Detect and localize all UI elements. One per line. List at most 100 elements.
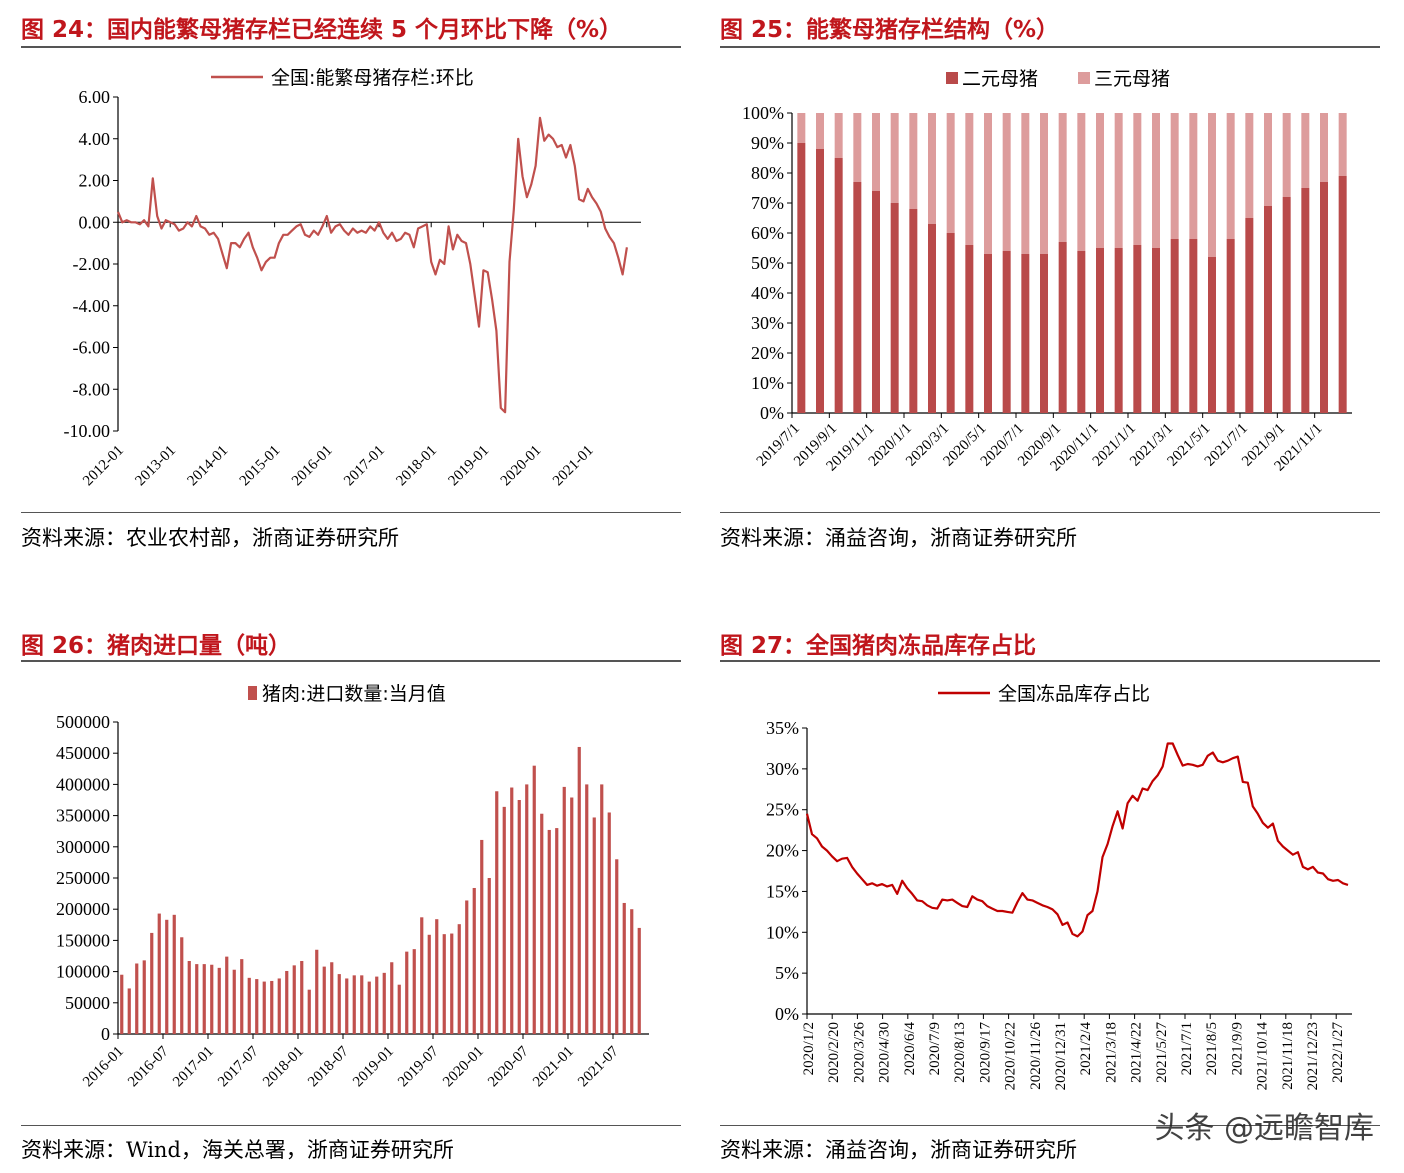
chart-panel-25: 图 25：能繁母猪存栏结构（%） 资料来源：涌益咨询，浙商证券研究所 xyxy=(720,0,1381,560)
plot-area: 100%90%80%70%60%50%40%30%20%10%0%2019/7/… xyxy=(742,103,1352,474)
bar xyxy=(465,900,469,1034)
x-tick-label: 2021/12/23 xyxy=(1305,1022,1321,1090)
bar xyxy=(555,828,559,1034)
x-tick-label: 2020/11/26 xyxy=(1028,1022,1044,1090)
y-tick-label: -6.00 xyxy=(73,338,111,358)
bar-segment-erb xyxy=(1133,245,1142,413)
bar-segment-syb xyxy=(1226,113,1235,239)
x-tick-label: 2020/9/17 xyxy=(977,1022,993,1083)
bar xyxy=(337,974,341,1034)
bar xyxy=(457,924,461,1034)
bar-segment-syb xyxy=(1040,113,1048,254)
bar xyxy=(375,976,379,1034)
bar-segment-erb xyxy=(1077,251,1086,413)
y-tick-label: 500000 xyxy=(56,712,110,732)
bar xyxy=(510,787,514,1034)
y-tick-label: 35% xyxy=(766,718,799,738)
y-tick-label: 20% xyxy=(751,343,784,363)
bar xyxy=(352,975,356,1034)
bar xyxy=(202,964,206,1034)
y-tick-label: 0% xyxy=(760,403,784,423)
bar xyxy=(217,967,221,1034)
y-tick-label: 6.00 xyxy=(79,87,111,107)
y-tick-label: -8.00 xyxy=(73,379,111,399)
bar xyxy=(285,970,289,1034)
x-tick-label: 2021/9/9 xyxy=(1229,1022,1245,1075)
chart-24-svg: 全国:能繁母猪存栏:环比 6.00 4.00 2.00 0.00 -2.00 -4.00 -… xyxy=(64,67,641,490)
bar xyxy=(292,965,296,1034)
bar xyxy=(450,933,454,1034)
bar xyxy=(255,979,259,1034)
source-rule xyxy=(720,512,1380,513)
bar xyxy=(405,951,409,1034)
bar-segment-erb xyxy=(1226,239,1235,413)
bar-segment-syb xyxy=(1170,113,1179,239)
x-tick-label: 2017-01 xyxy=(341,443,388,490)
x-tick-label: 2019-01 xyxy=(350,1044,397,1091)
legend-label: 全国冻品库存占比 xyxy=(998,683,1150,705)
series-line xyxy=(116,116,628,414)
x-tick-label: 2018-01 xyxy=(260,1044,307,1091)
y-tick-label: 40% xyxy=(751,283,784,303)
bar xyxy=(240,959,244,1034)
bar xyxy=(547,829,551,1034)
bar xyxy=(307,989,311,1034)
chart-panel-24: 图 24：国内能繁母猪存栏已经连续 5 个月环比下降（%） 资料来源：农业农村部… xyxy=(21,0,682,560)
chart-source: 资料来源：涌益咨询，浙商证券研究所 xyxy=(720,526,1077,550)
bar xyxy=(127,988,131,1034)
y-tick-label: -10.00 xyxy=(64,421,111,441)
bar-segment-erb xyxy=(1040,254,1048,413)
y-tick-label: 80% xyxy=(751,163,784,183)
bar xyxy=(630,909,634,1034)
x-tick-label: 2020/6/4 xyxy=(902,1022,918,1076)
bar xyxy=(195,964,199,1034)
bar-segment-erb xyxy=(797,143,806,413)
chart-caption: 图 24：国内能繁母猪存栏已经连续 5 个月环比下降（%） xyxy=(21,17,623,43)
bar xyxy=(150,932,154,1034)
bar xyxy=(487,878,491,1034)
bar-segment-syb xyxy=(928,113,936,224)
bar xyxy=(180,937,184,1034)
bar xyxy=(502,806,506,1034)
x-tick-label: 2020/12/31 xyxy=(1053,1022,1069,1090)
bar-segment-syb xyxy=(1002,113,1011,251)
bar-segment-erb xyxy=(834,158,843,413)
bar-segment-erb xyxy=(1282,197,1291,413)
bar-segment-erb xyxy=(1170,239,1179,413)
bar xyxy=(225,956,229,1034)
y-tick-label: 0% xyxy=(775,1004,799,1024)
x-tick-label: 2012-01 xyxy=(80,443,127,490)
bar xyxy=(622,902,626,1034)
x-tick-label: 2018-07 xyxy=(305,1043,352,1090)
bar xyxy=(247,977,251,1034)
bar-segment-erb xyxy=(1002,251,1011,413)
bar-segment-syb xyxy=(1264,113,1272,206)
x-tick-label: 2020/8/13 xyxy=(952,1022,968,1083)
y-tick-label: 90% xyxy=(751,133,784,153)
legend-swatch-1 xyxy=(946,72,958,84)
chart-panel-26: 图 26：猪肉进口量（吨） 资料来源：Wind，海关总署，浙商证券研究所 xyxy=(21,612,682,1173)
y-tick-label: 20% xyxy=(766,841,799,861)
y-tick-label: 300000 xyxy=(56,837,110,857)
y-tick-label: 50000 xyxy=(65,993,110,1013)
chart-caption: 图 26：猪肉进口量（吨） xyxy=(21,633,292,659)
y-tick-label: 10% xyxy=(766,922,799,942)
bar-segment-syb xyxy=(984,113,992,254)
x-tick-label: 2021/5/27 xyxy=(1154,1022,1170,1083)
x-tick-label: 2018-01 xyxy=(393,443,440,490)
bar xyxy=(322,966,326,1034)
bar-segment-erb xyxy=(1320,182,1328,413)
x-tick-label: 2021/7/1 xyxy=(1179,1022,1195,1075)
bar-segment-syb xyxy=(1152,113,1160,248)
bar-segment-syb xyxy=(1301,113,1310,188)
x-tick-label: 2020/4/30 xyxy=(877,1022,893,1083)
bar-segment-syb xyxy=(965,113,974,245)
legend-swatch-2 xyxy=(1078,72,1090,84)
title-rule xyxy=(21,660,681,662)
bar xyxy=(570,797,574,1034)
y-tick-label: 150000 xyxy=(56,930,110,950)
x-tick-label: 2019-07 xyxy=(395,1043,442,1090)
bar xyxy=(532,765,536,1034)
x-tick-label: 2020-01 xyxy=(498,443,545,490)
bar-segment-syb xyxy=(946,113,955,233)
